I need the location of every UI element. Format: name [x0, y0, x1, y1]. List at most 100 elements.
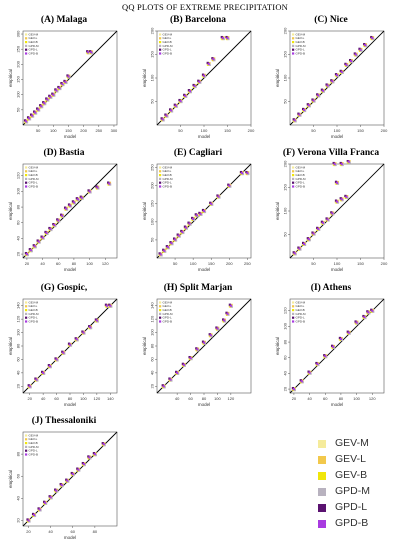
panel-cagliari: (E) Cagliari 50 100 150 200 250 50 100 150 200 25… [139, 148, 257, 276]
qq-point [37, 108, 40, 111]
y-axis-label: empirical [142, 202, 147, 220]
y-tick-label: 50 [150, 99, 155, 104]
panel-gospic: (G) Gospic, 20 40 60 80 100 120 140 20 40 60 80 100… [5, 283, 123, 411]
legend-item: GPD-B [318, 517, 408, 533]
figure-title: QQ PLOTS OF EXTREME PRECIPITATION [121, 2, 288, 12]
panel-title: (E) Cagliari [173, 148, 223, 158]
x-tick-label: 200 [248, 128, 255, 133]
mini-legend-swatch [25, 185, 28, 188]
x-axis-label: model [198, 134, 210, 139]
qq-point [75, 338, 78, 341]
legend-swatch [318, 520, 326, 528]
mini-legend-label: GEV-B [29, 173, 38, 177]
y-tick-label: 80 [150, 343, 155, 348]
y-tick-label: 100 [283, 322, 288, 329]
mini-legend-swatch [292, 41, 295, 44]
panel-title: (A) Malaga [40, 15, 88, 25]
qq-point [53, 224, 56, 227]
y-tick-label: 200 [150, 182, 155, 189]
qq-point [177, 234, 180, 237]
qq-plot-thessaloniki: 20 40 60 80 20 40 60 80 model empirical GEV-MGEV-L… [8, 431, 118, 540]
mini-legend-label: GEV-M [29, 300, 39, 304]
y-tick-label: 250 [16, 45, 21, 52]
qq-plot-barcelona: 50 100 150 200 50 100 150 200 model empirical GEV-… [142, 27, 255, 139]
qq-point [55, 358, 58, 361]
qq-point [195, 214, 198, 217]
y-tick-label: 100 [283, 207, 288, 214]
x-tick-label: 50 [36, 128, 41, 133]
qq-point [105, 304, 109, 307]
qq-point [42, 371, 45, 374]
panel-title: (J) Thessaloniki [31, 416, 97, 426]
qq-point [61, 214, 64, 217]
qq-point [96, 186, 99, 189]
reference-line [289, 298, 385, 394]
y-tick-label: 300 [16, 30, 21, 37]
qq-point [61, 82, 64, 86]
qq-point [64, 80, 67, 84]
x-tick-label: 120 [102, 261, 109, 266]
legend-label: GEV-M [335, 437, 369, 449]
mini-legend-swatch [292, 312, 295, 315]
qq-point [188, 222, 191, 225]
mini-legend-swatch [159, 37, 162, 40]
qq-point [188, 90, 191, 93]
y-tick-label: 50 [16, 107, 21, 112]
panel-title: (I) Athens [310, 283, 352, 293]
y-tick-label: 150 [16, 75, 21, 82]
qq-point [223, 319, 226, 322]
qq-point [193, 84, 196, 88]
x-tick-label: 20 [292, 396, 297, 401]
mini-legend-label: GPD-B [29, 452, 39, 456]
qq-point [48, 365, 51, 368]
y-tick-label: 60 [16, 220, 21, 225]
mini-legend-label: GPD-B [163, 319, 173, 323]
mini-legend-label: GPD-L [29, 449, 39, 453]
panel-athens: (I) Athens 20 40 60 80 100 120 20 40 60 80 100 120 m… [272, 283, 390, 411]
y-tick-label: 40 [16, 370, 21, 375]
mini-legend-label: GEV-B [163, 173, 172, 177]
qq-point [25, 252, 29, 256]
qq-point [312, 99, 315, 102]
mini-legend-label: GEV-L [29, 169, 38, 173]
qq-point [226, 36, 229, 40]
mini-legend-swatch [292, 301, 295, 304]
qq-point [89, 326, 92, 329]
qq-point [68, 343, 72, 346]
mini-legend-swatch [292, 174, 295, 177]
mini-legend-swatch [159, 312, 162, 315]
qq-point [367, 311, 370, 314]
qq-point [359, 48, 362, 51]
y-tick-label: 100 [16, 91, 21, 98]
qq-point [300, 380, 303, 383]
y-axis-label: empirical [275, 202, 280, 220]
qq-point [27, 117, 31, 120]
qq-point [192, 217, 195, 221]
x-axis-label: model [64, 134, 76, 139]
plot-frame [289, 298, 385, 394]
mini-legend-swatch [159, 177, 162, 180]
x-tick-label: 300 [111, 128, 118, 133]
mini-legend-label: GPD-L [163, 316, 173, 320]
mini-legend-label: GPD-B [296, 51, 306, 55]
qq-plot-bastia: 20 40 60 80 100 120 20 40 60 80 100 120 model empiric… [8, 163, 118, 272]
y-axis-label: empirical [8, 202, 13, 220]
y-tick-label: 40 [150, 370, 155, 375]
y-tick-label: 20 [283, 386, 288, 391]
qq-point [102, 443, 105, 446]
qq-point [345, 63, 348, 66]
qq-point [52, 93, 55, 96]
qq-point [163, 249, 166, 252]
y-tick-label: 120 [16, 172, 21, 179]
y-tick-label: 140 [150, 302, 155, 309]
x-tick-label: 100 [201, 128, 208, 133]
mini-legend-label: GPD-M [163, 312, 174, 316]
mini-legend-swatch [292, 316, 295, 319]
panel-split-marjan: (H) Split Marjan 40 60 80 100 120 20 40 60 80 100… [139, 283, 257, 411]
qq-point [176, 371, 179, 374]
qq-point [335, 181, 339, 184]
legend-label: GEV-L [335, 453, 366, 465]
mini-legend-swatch [292, 48, 295, 51]
qq-point [317, 94, 320, 97]
qq-point [350, 59, 353, 63]
